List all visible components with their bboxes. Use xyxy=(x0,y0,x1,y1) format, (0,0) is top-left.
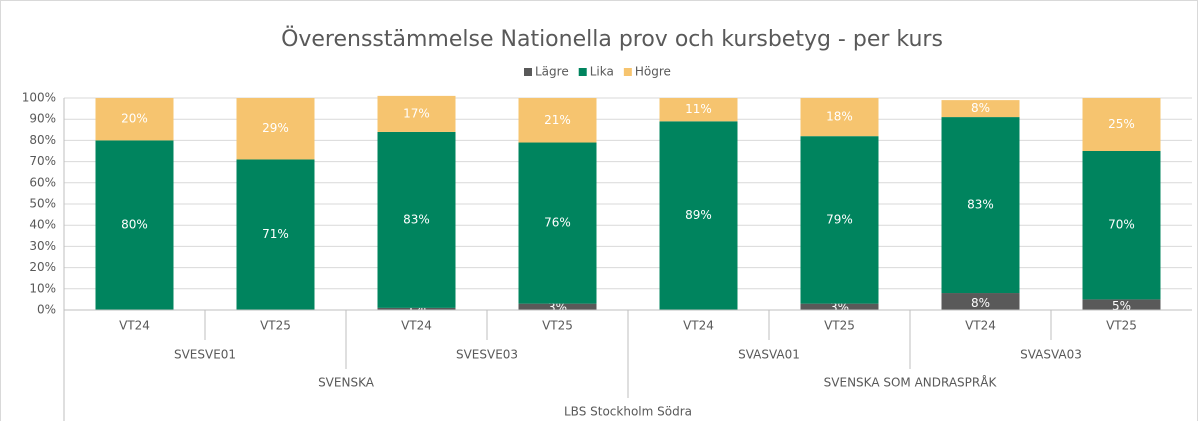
y-tick-label: 100% xyxy=(22,91,56,105)
bar-segment xyxy=(800,98,879,137)
data-label: 3% xyxy=(548,301,567,315)
bar-segment xyxy=(377,307,456,310)
data-label: 8% xyxy=(971,296,990,310)
y-tick-label: 30% xyxy=(29,239,56,253)
data-label: 3% xyxy=(830,301,849,315)
data-label: 17% xyxy=(403,106,430,120)
x-tick-label: VT25 xyxy=(260,319,291,333)
legend-label: Högre xyxy=(635,65,671,79)
bar-segment xyxy=(941,117,1020,294)
bar-segment xyxy=(941,100,1020,118)
y-tick-label: 60% xyxy=(29,175,56,189)
x-tick-label: VT24 xyxy=(401,319,432,333)
data-label: 80% xyxy=(121,218,148,232)
supergroup-label: SVENSKA xyxy=(318,376,375,390)
data-label: 89% xyxy=(685,208,712,222)
y-tick-label: 80% xyxy=(29,133,56,147)
legend-swatch xyxy=(623,68,632,76)
x-tick-label: VT24 xyxy=(683,319,714,333)
data-label: 29% xyxy=(262,121,289,135)
data-label: 79% xyxy=(826,212,853,226)
x-tick-label: VT25 xyxy=(824,319,855,333)
bar-segment xyxy=(1082,98,1161,151)
bar-segment xyxy=(236,98,315,160)
data-label: 25% xyxy=(1108,117,1135,131)
bar-segment xyxy=(800,136,879,304)
x-tick-label: VT25 xyxy=(542,319,573,333)
data-label: 76% xyxy=(544,216,571,230)
y-tick-label: 70% xyxy=(29,154,56,168)
bar-segment xyxy=(1082,299,1161,310)
x-tick-label: VT24 xyxy=(965,319,996,333)
bar-segment xyxy=(1082,151,1161,300)
bar-segment xyxy=(518,303,597,310)
bar-segment xyxy=(377,131,456,308)
data-label: 5% xyxy=(1112,299,1131,313)
legend-swatch xyxy=(524,68,532,76)
x-tick-label: VT25 xyxy=(1106,319,1137,333)
group-label: SVASVA01 xyxy=(738,348,800,362)
bar-segment xyxy=(236,159,315,310)
bar-segment xyxy=(941,293,1020,310)
data-label: 8% xyxy=(971,101,990,115)
data-label: 21% xyxy=(544,113,571,127)
bar-segment xyxy=(377,95,456,132)
y-tick-label: 50% xyxy=(29,197,56,211)
data-label: 18% xyxy=(826,110,853,124)
bar-segment xyxy=(659,121,738,310)
data-label: 11% xyxy=(685,102,712,116)
y-tick-label: 20% xyxy=(29,260,56,274)
y-tick-label: 10% xyxy=(29,281,56,295)
group-label: SVESVE03 xyxy=(456,348,518,362)
data-label: 71% xyxy=(262,227,289,241)
data-label: 20% xyxy=(121,112,148,126)
y-tick-label: 90% xyxy=(29,112,56,126)
legend-label: Lägre xyxy=(535,65,569,79)
bar-segment xyxy=(518,142,597,304)
legend-label: Lika xyxy=(590,65,614,79)
bar-segment xyxy=(518,98,597,143)
data-label: 70% xyxy=(1108,218,1135,232)
bar-segment xyxy=(95,140,174,310)
root-group-label: LBS Stockholm Södra xyxy=(564,405,692,419)
data-label: 83% xyxy=(967,198,994,212)
data-label: 83% xyxy=(403,212,430,226)
y-tick-label: 40% xyxy=(29,218,56,232)
y-tick-label: 0% xyxy=(37,303,56,317)
group-label: SVASVA03 xyxy=(1020,348,1082,362)
group-label: SVESVE01 xyxy=(174,348,236,362)
bar-segment xyxy=(800,303,879,310)
x-tick-label: VT24 xyxy=(119,319,150,333)
chart-title: Överensstämmelse Nationella prov och kur… xyxy=(281,26,943,52)
bar-segment xyxy=(659,98,738,122)
supergroup-label: SVENSKA SOM ANDRASPRÅK xyxy=(824,375,998,390)
legend-swatch xyxy=(578,68,587,76)
bar-segment xyxy=(95,98,174,141)
